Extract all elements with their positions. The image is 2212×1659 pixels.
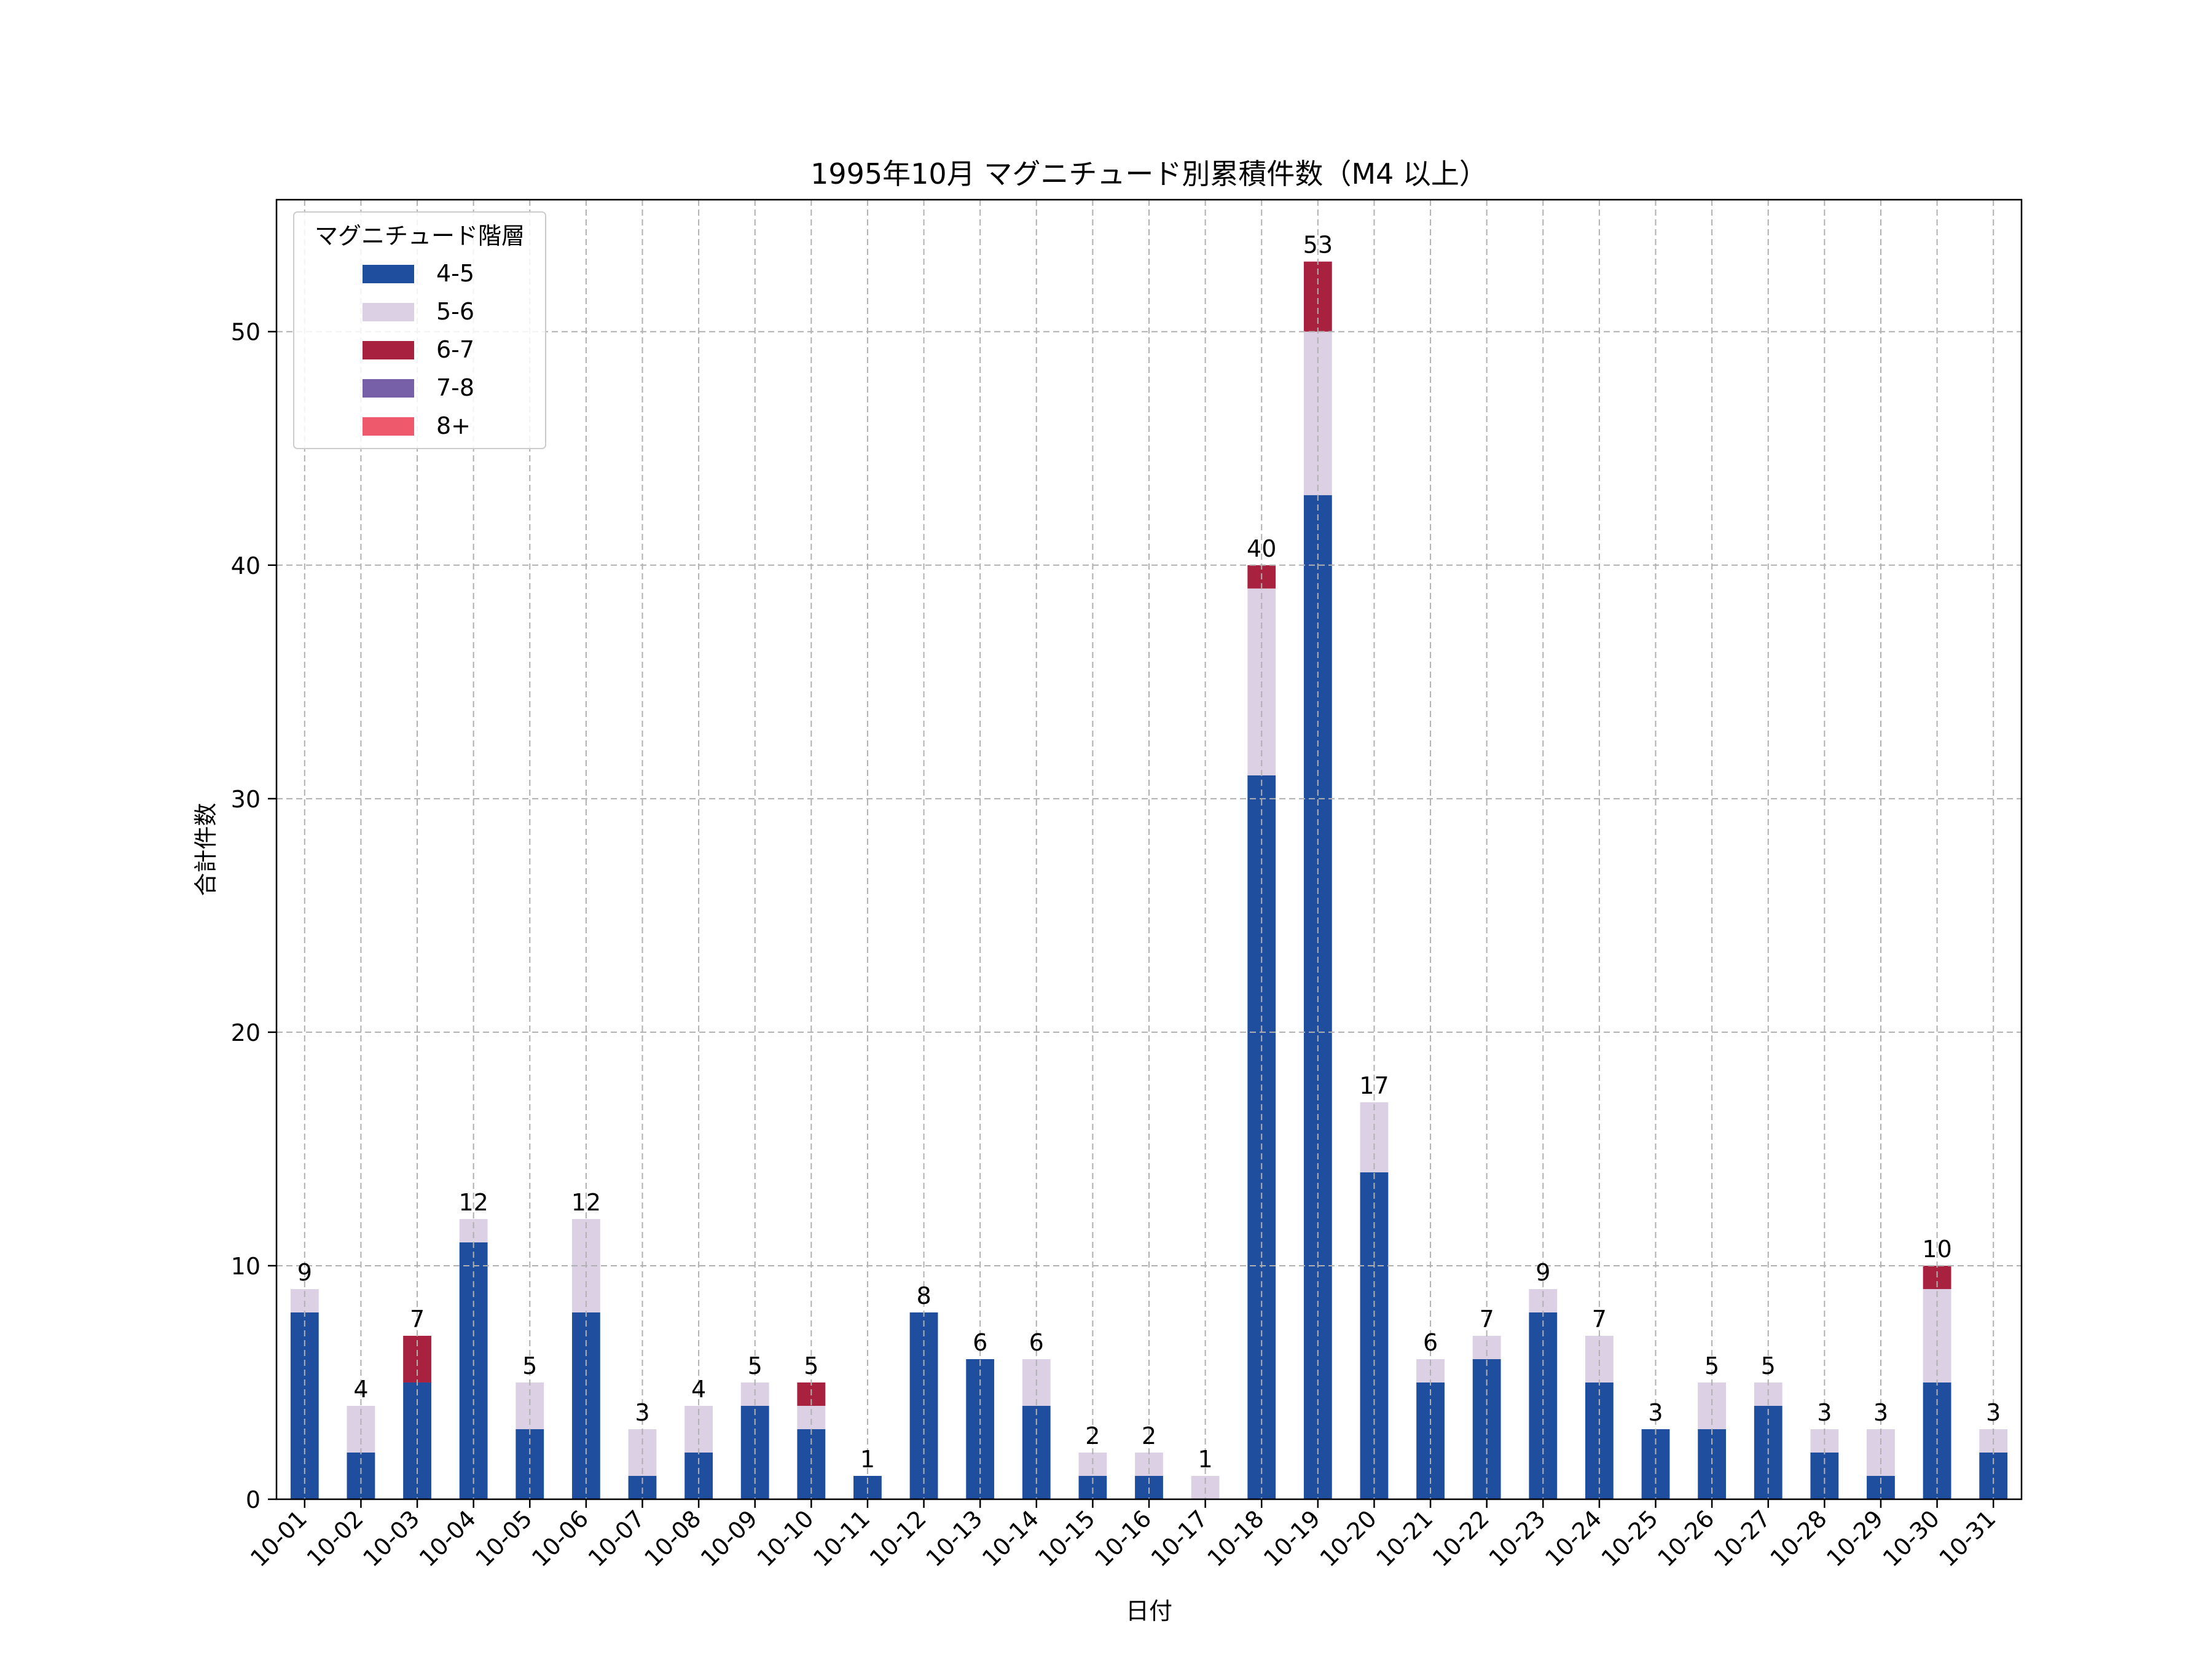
data-label: 9 <box>1535 1259 1550 1286</box>
data-label: 2 <box>1085 1422 1100 1449</box>
data-label: 17 <box>1359 1072 1389 1099</box>
chart-title: 1995年10月 マグニチュード別累積件数（M4 以上） <box>810 157 1488 190</box>
legend-items: 4-5 5-6 6-7 7-8 8+ <box>363 260 474 439</box>
data-label: 7 <box>1592 1306 1607 1333</box>
y-tick-label: 0 <box>246 1486 261 1513</box>
y-tick-label: 20 <box>231 1019 261 1046</box>
data-label: 4 <box>353 1376 368 1403</box>
data-label: 5 <box>1704 1352 1719 1379</box>
data-label: 5 <box>522 1352 537 1379</box>
legend-label: 6-7 <box>436 336 474 363</box>
y-tick-label: 40 <box>231 552 261 579</box>
legend-swatch <box>363 417 414 436</box>
data-label: 40 <box>1247 535 1276 562</box>
legend-box <box>293 211 546 449</box>
data-label: 6 <box>1029 1329 1044 1356</box>
legend-swatch <box>363 379 414 398</box>
data-label: 12 <box>458 1189 488 1216</box>
data-label: 1 <box>860 1446 875 1473</box>
legend-swatch <box>363 341 414 359</box>
data-label: 6 <box>973 1329 987 1356</box>
data-label: 3 <box>1817 1399 1832 1426</box>
legend-swatch <box>363 265 414 283</box>
data-label: 3 <box>1873 1399 1888 1426</box>
data-label: 1 <box>1198 1446 1213 1473</box>
legend-title: マグニチュード階層 <box>315 222 525 249</box>
data-label: 7 <box>1480 1306 1494 1333</box>
data-label: 4 <box>691 1376 706 1403</box>
data-label: 5 <box>804 1352 818 1379</box>
legend-label: 5-6 <box>436 298 474 325</box>
data-label: 8 <box>916 1282 931 1309</box>
data-label: 5 <box>748 1352 763 1379</box>
y-axis-label: 合計件数 <box>192 802 219 896</box>
data-label: 9 <box>297 1259 312 1286</box>
x-axis-label: 日付 <box>1126 1598 1172 1625</box>
data-label: 53 <box>1303 232 1333 259</box>
data-label: 12 <box>571 1189 601 1216</box>
data-label: 5 <box>1761 1352 1776 1379</box>
y-tick-label: 10 <box>231 1253 261 1280</box>
legend: マグニチュード階層 4-5 5-6 6-7 7-8 8+ <box>293 211 546 449</box>
data-label: 10 <box>1922 1236 1951 1263</box>
data-label: 3 <box>635 1399 649 1426</box>
legend-swatch <box>363 303 414 321</box>
data-label: 3 <box>1648 1399 1663 1426</box>
legend-label: 4-5 <box>436 260 474 287</box>
data-label: 6 <box>1423 1329 1438 1356</box>
data-label: 2 <box>1142 1422 1156 1449</box>
data-label: 3 <box>1986 1399 2001 1426</box>
y-axis: 0 10 20 30 40 50 <box>231 319 276 1513</box>
y-tick-label: 30 <box>231 786 261 813</box>
y-tick-label: 50 <box>231 319 261 346</box>
legend-label: 8+ <box>436 412 471 439</box>
legend-label: 7-8 <box>436 374 474 401</box>
data-label: 7 <box>410 1306 425 1333</box>
